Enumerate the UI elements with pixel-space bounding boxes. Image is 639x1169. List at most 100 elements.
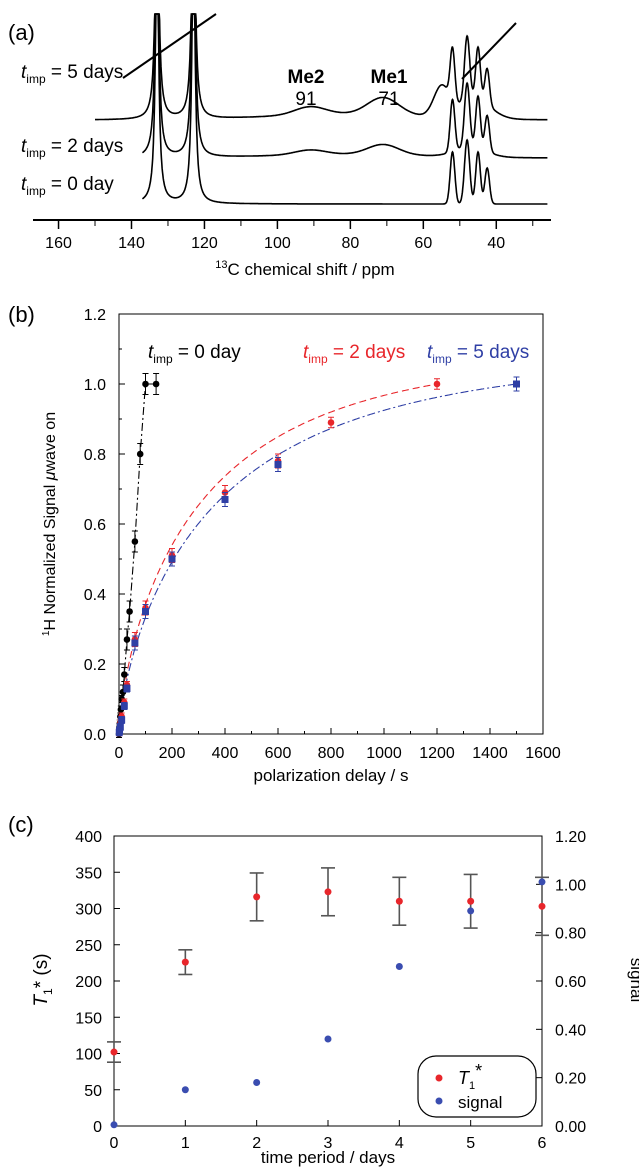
legend-5days: timp = 5 days	[427, 342, 529, 366]
x-axis-label-c: time period / days	[261, 1148, 395, 1167]
series-label-5days: timp = 5 days	[21, 62, 123, 86]
data-point-square	[116, 723, 124, 731]
data-point-signal	[395, 963, 403, 970]
data-point-signal	[324, 1035, 332, 1043]
data-point-signal	[253, 1079, 261, 1086]
x-tick-label-b: 800	[318, 745, 345, 762]
y-axis-label-left-c: T1* (s)	[31, 953, 55, 1006]
panel-c-label: (c)	[8, 812, 34, 837]
x-tick-label-a: 100	[264, 235, 291, 252]
y-tick-label-b: 0.2	[84, 657, 106, 674]
x-tick-label-a: 80	[341, 235, 359, 252]
y-tick-label-right-c: 1.00	[555, 877, 586, 894]
panel-b-label: (b)	[8, 302, 35, 327]
nmr-spectra	[95, 13, 548, 205]
data-point-circle	[142, 380, 149, 388]
y-tick-label-left-c: 100	[75, 1047, 102, 1064]
data-point-circle	[136, 450, 144, 458]
data-point-circle	[121, 671, 128, 678]
fit-curves-b	[118, 383, 517, 735]
data-point-t1	[253, 893, 261, 901]
panel-a: (a) timp = 5 days timp = 2 days timp = 0…	[8, 13, 551, 279]
x-tick-label-a: 160	[45, 235, 72, 252]
data-point-t1	[324, 888, 332, 896]
x-tick-label-b: 0	[115, 745, 124, 762]
data-point-t1	[181, 958, 189, 966]
x-tick-label-a: 140	[118, 235, 145, 252]
x-tick-label-c: 1	[181, 1135, 190, 1152]
series-label-0day: timp = 0 day	[21, 174, 114, 198]
x-tick-label-b: 400	[212, 745, 239, 762]
data-point-signal	[538, 878, 546, 886]
data-point-square	[168, 555, 176, 563]
data-point-circle	[152, 380, 160, 388]
data-point-circle	[123, 636, 131, 643]
y-tick-label-b: 1.2	[84, 307, 106, 324]
x-tick-label-c: 5	[466, 1135, 475, 1152]
x-tick-label-b: 1000	[366, 745, 402, 762]
data-point-square	[123, 685, 131, 692]
x-tick-label-c: 6	[538, 1135, 547, 1152]
panel-b: (b) 0 200 400 600 800 1000 1200 1400 16000.00.20…	[8, 302, 561, 785]
legend-box-c	[417, 1055, 537, 1118]
y-tick-label-left-c: 150	[75, 1010, 102, 1027]
y-tick-label-left-c: 200	[75, 974, 102, 991]
x-ticks-a: 160 140 120 100 80 60 40	[45, 220, 534, 252]
y-tick-label-right-c: 1.20	[555, 829, 586, 846]
legend-c: T1* signal	[417, 1055, 537, 1118]
annotation-me2-value: 91	[295, 89, 316, 110]
y-tick-label-b: 0.0	[84, 727, 106, 744]
y-tick-label-left-c: 350	[75, 865, 102, 882]
x-tick-label-c: 2	[252, 1135, 261, 1152]
y-tick-label-b: 1.0	[84, 377, 106, 394]
y-tick-label-right-c: 0.00	[555, 1119, 586, 1136]
data-point-square	[131, 639, 139, 647]
axis-ticks-b: 0 200 400 600 800 1000 1200 1400 1600 0.0 0.2 0.4 0.…	[84, 307, 561, 762]
data-point-t1	[538, 902, 546, 910]
y-tick-label-b: 0.8	[84, 447, 106, 464]
legend-marker-signal	[435, 1097, 443, 1105]
fit-curve-0	[118, 383, 157, 735]
data-point-square	[274, 461, 282, 468]
y-tick-label-right-c: 0.40	[555, 1022, 586, 1039]
x-tick-label-b: 200	[159, 745, 186, 762]
data-point-square	[513, 380, 520, 388]
x-axis-label-b: polarization delay / s	[254, 766, 409, 785]
y-tick-label-left-c: 300	[75, 902, 102, 919]
data-point-square	[120, 702, 128, 710]
data-point-circle	[126, 608, 133, 615]
data-point-signal	[467, 907, 475, 915]
data-point-square	[142, 608, 149, 615]
y-tick-label-right-c: 0.20	[555, 1071, 586, 1088]
panel-a-label: (a)	[8, 20, 35, 45]
data-points-b	[115, 373, 520, 738]
x-axis-label-a: 13C chemical shift / ppm	[215, 259, 394, 279]
x-tick-label-c: 4	[395, 1135, 404, 1152]
fit-curve-1	[118, 383, 438, 735]
data-point-t1	[110, 1048, 118, 1056]
spectrum-trace-t-imp-2-days	[141, 13, 548, 159]
data-point-t1	[467, 897, 475, 905]
x-tick-label-a: 40	[487, 235, 505, 252]
fit-curve-2	[118, 383, 517, 735]
y-tick-label-left-c: 400	[75, 829, 102, 846]
legend-2days: timp = 2 days	[303, 342, 405, 366]
spectrum-trace-t-imp-5-days	[95, 13, 548, 121]
y-axis-label-b: 1H Normalized Signal μwave on	[41, 412, 59, 636]
y-tick-label-b: 0.6	[84, 517, 106, 534]
annotation-me1-label: Me1	[371, 67, 408, 88]
x-tick-label-b: 1400	[472, 745, 508, 762]
y-axis-label-right-c: signal	[627, 958, 639, 1002]
data-point-circle	[433, 380, 441, 388]
data-point-signal	[181, 1086, 189, 1094]
axis-break-line-right	[461, 22, 517, 80]
data-points-c	[107, 867, 549, 1129]
x-tick-label-b: 600	[265, 745, 292, 762]
axis-break-line-left	[122, 13, 217, 79]
legend-marker-t1	[435, 1074, 443, 1082]
data-point-signal	[110, 1121, 118, 1129]
x-tick-label-b: 1600	[525, 745, 561, 762]
plot-frame-b	[118, 313, 544, 735]
legend-label-t1: T1*	[458, 1061, 482, 1092]
